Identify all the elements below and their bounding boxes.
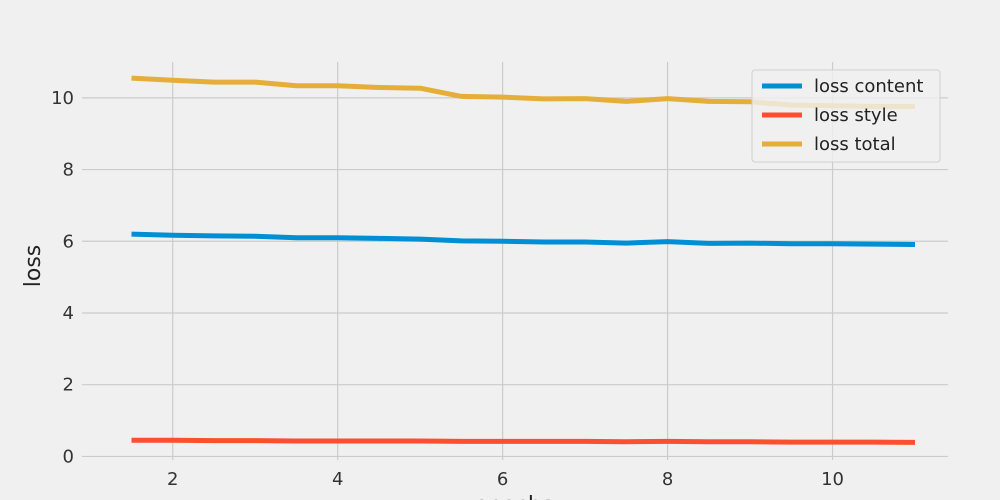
tick-labels: 0 2 4 6 8 10 2 4 6 8 10: [51, 88, 844, 490]
x-tick-label: 10: [821, 469, 844, 490]
x-tick-label: 8: [662, 469, 673, 490]
x-axis-title: epochs: [475, 493, 553, 500]
x-tick-label: 4: [332, 469, 343, 490]
legend-box: [751, 69, 941, 163]
series-line-loss-content: [131, 231, 916, 247]
y-tick-label: 2: [63, 375, 74, 396]
legend-entry-label: loss total: [814, 134, 896, 155]
y-tick-label: 6: [63, 231, 74, 252]
y-tick-label: 4: [63, 303, 74, 324]
x-tick-label: 2: [167, 469, 178, 490]
legend: loss content loss style loss total: [751, 69, 941, 163]
y-tick-label: 8: [63, 160, 74, 181]
series-line-loss-style: [131, 437, 916, 445]
x-tick-label: 6: [497, 469, 508, 490]
legend-entry-label: loss content: [814, 76, 923, 97]
y-tick-label: 10: [51, 88, 74, 109]
y-axis-title: loss: [21, 245, 46, 288]
legend-entry-label: loss style: [814, 105, 898, 126]
y-tick-label: 0: [63, 446, 74, 467]
